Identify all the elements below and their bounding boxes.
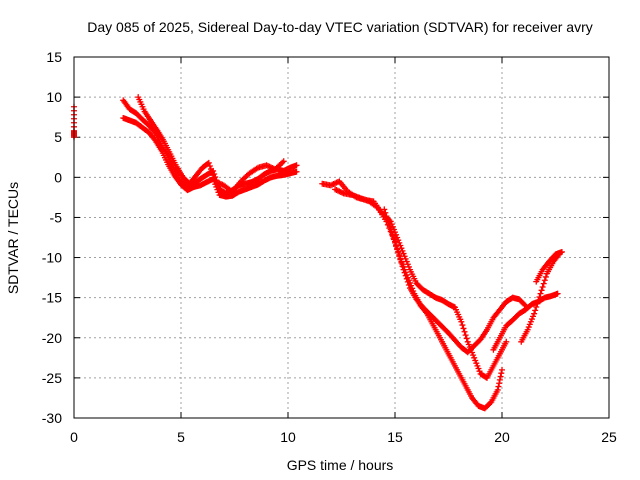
y-tick-label: -30: [42, 410, 62, 426]
y-tick-label: 5: [54, 129, 62, 145]
data-point: [541, 281, 547, 287]
x-tick-label: 0: [70, 429, 78, 445]
data-point: [539, 287, 545, 293]
series-track-g: [490, 291, 560, 353]
y-axis-label: SDTVAR / TECUs: [5, 182, 21, 294]
data-point: [459, 322, 465, 328]
y-tick-label: 10: [46, 89, 62, 105]
data-point: [532, 307, 538, 313]
data-point: [463, 332, 469, 338]
y-tick-label: -15: [42, 290, 62, 306]
grid-lines: [74, 57, 609, 418]
data-point: [542, 277, 548, 283]
data-point: [464, 335, 470, 341]
sdtvar-chart: Day 085 of 2025, Sidereal Day-to-day VTE…: [0, 0, 640, 480]
x-tick-label: 15: [387, 429, 403, 445]
data-point: [538, 291, 544, 297]
data-point: [496, 380, 502, 386]
x-tick-label: 20: [494, 429, 510, 445]
x-tick-label: 25: [601, 429, 617, 445]
x-tick-label: 10: [280, 429, 296, 445]
data-point: [498, 374, 504, 380]
y-tick-label: -25: [42, 370, 62, 386]
data-point: [495, 384, 501, 390]
y-tick-label: 15: [46, 49, 62, 65]
y-tick-label: 0: [54, 169, 62, 185]
data-point: [540, 284, 546, 290]
plot-frame: [74, 57, 609, 418]
series-track-d: [319, 178, 509, 381]
data-point: [499, 367, 505, 373]
y-tick-label: -5: [50, 209, 63, 225]
data-point: [460, 325, 466, 331]
series-track-f: [381, 206, 528, 355]
series-track-b: [120, 115, 299, 200]
data-point: [498, 370, 504, 376]
x-tick-label: 5: [177, 429, 185, 445]
y-tick-label: -20: [42, 330, 62, 346]
y-tick-label: -10: [42, 250, 62, 266]
data-points: [71, 94, 565, 411]
chart-title: Day 085 of 2025, Sidereal Day-to-day VTE…: [87, 19, 593, 35]
data-point: [543, 274, 549, 280]
x-axis-label: GPS time / hours: [287, 457, 394, 473]
data-point: [462, 329, 468, 335]
